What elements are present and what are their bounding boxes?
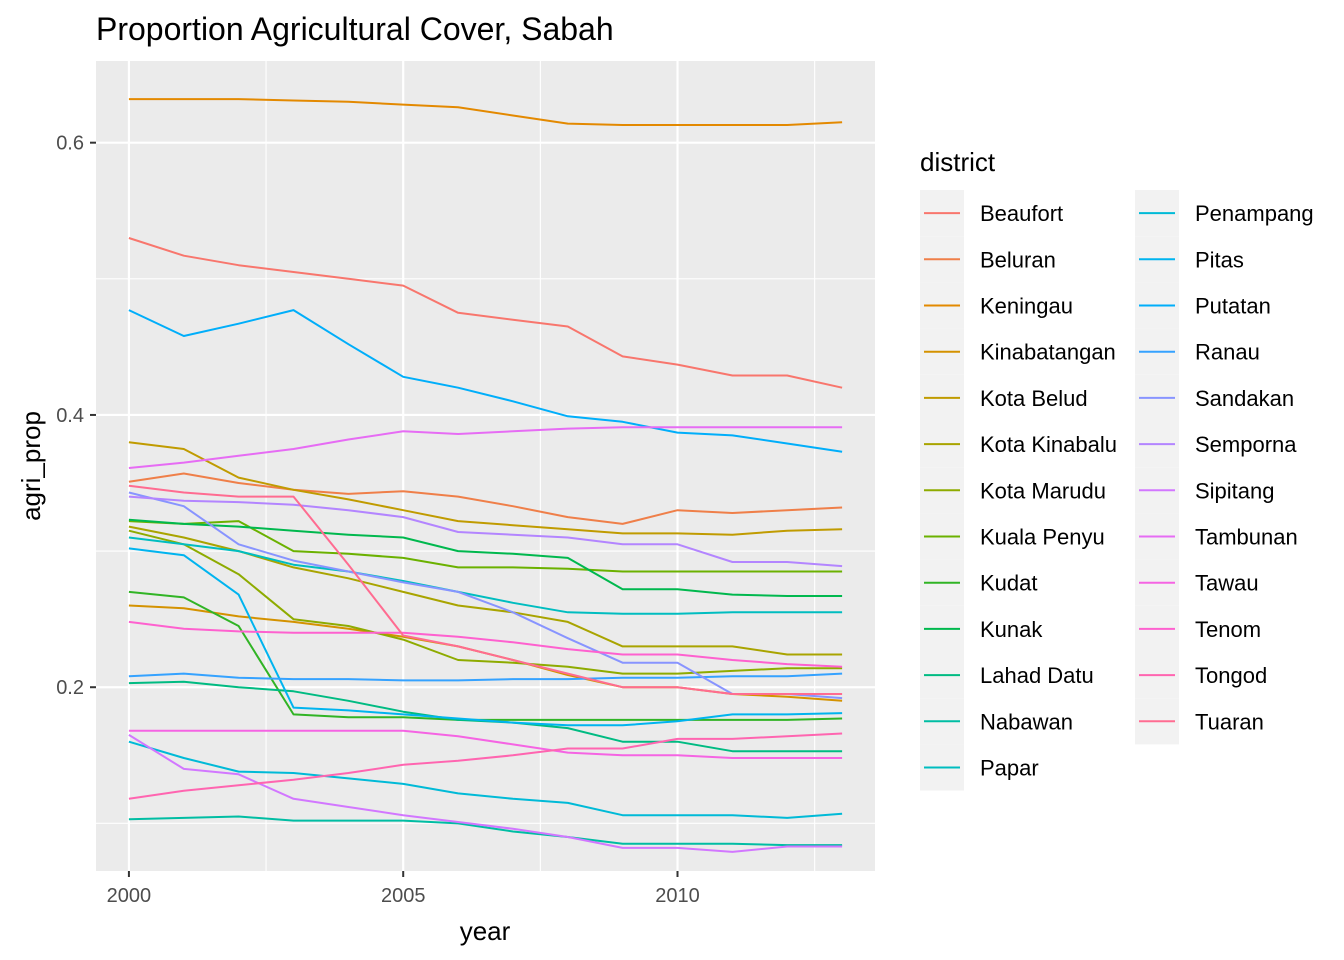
legend-label-8: Kudat xyxy=(980,571,1038,596)
series-line-9 xyxy=(128,518,843,597)
legend-label-4: Kota Belud xyxy=(980,386,1088,411)
x-tick-label-1: 2005 xyxy=(381,885,426,907)
legend-label-12: Papar xyxy=(980,756,1039,781)
series-line-0 xyxy=(128,237,843,389)
legend-label-23: Tongod xyxy=(1195,663,1267,688)
legend-label-13: Penampang xyxy=(1195,201,1314,226)
series-line-17 xyxy=(128,491,843,700)
legend-label-6: Kota Marudu xyxy=(980,478,1106,503)
x-tick-label-0: 2000 xyxy=(107,885,152,907)
legend-label-24: Tuaran xyxy=(1195,709,1264,734)
legend-label-3: Kinabatangan xyxy=(980,340,1116,365)
legend-label-18: Semporna xyxy=(1195,432,1297,457)
series-line-19 xyxy=(128,734,843,853)
series-lines xyxy=(128,98,843,853)
legend-label-22: Tenom xyxy=(1195,617,1261,642)
series-line-2 xyxy=(128,98,843,126)
series-line-6 xyxy=(128,529,843,675)
series-line-7 xyxy=(128,520,843,573)
y-tick-label-2: 0.6 xyxy=(56,133,84,155)
chart-title: Proportion Agricultural Cover, Sabah xyxy=(96,11,614,47)
legend-label-14: Pitas xyxy=(1195,247,1244,272)
series-line-15 xyxy=(128,309,843,453)
legend-items: Beaufort Beluran Keningau Kinabatangan Kota … xyxy=(920,190,1314,791)
series-line-21 xyxy=(128,729,843,759)
legend-label-16: Ranau xyxy=(1195,340,1260,365)
legend-label-19: Sipitang xyxy=(1195,478,1275,503)
series-line-24 xyxy=(128,484,843,695)
y-axis-title: agri_prop xyxy=(16,411,46,521)
legend-label-17: Sandakan xyxy=(1195,386,1294,411)
legend-label-7: Kuala Penyu xyxy=(980,525,1105,550)
y-tick-label-0: 0.2 xyxy=(56,677,84,699)
series-line-13 xyxy=(128,740,843,819)
x-axis: 2000 2005 2010 xyxy=(107,871,700,907)
series-line-18 xyxy=(128,495,843,568)
series-line-22 xyxy=(128,620,843,668)
series-line-4 xyxy=(128,441,843,536)
legend-label-21: Tawau xyxy=(1195,571,1259,596)
series-line-20 xyxy=(128,426,843,469)
y-axis: 0.2 0.4 0.6 xyxy=(56,133,96,699)
series-line-12 xyxy=(128,536,843,615)
legend-label-9: Kunak xyxy=(980,617,1043,642)
series-line-14 xyxy=(128,547,843,727)
plot-panel xyxy=(96,61,875,871)
legend-label-15: Putatan xyxy=(1195,294,1271,319)
legend-label-10: Lahad Datu xyxy=(980,663,1094,688)
series-line-16 xyxy=(128,672,843,682)
y-tick-label-1: 0.4 xyxy=(56,405,84,427)
x-axis-title: year xyxy=(460,916,511,946)
legend-label-20: Tambunan xyxy=(1195,525,1298,550)
legend-title: district xyxy=(920,147,996,177)
legend-label-1: Beluran xyxy=(980,247,1056,272)
legend: district Beaufort Beluran Keningau Kinabata… xyxy=(920,147,1314,791)
legend-label-11: Nabawan xyxy=(980,709,1073,734)
series-line-11 xyxy=(128,815,843,847)
legend-label-0: Beaufort xyxy=(980,201,1063,226)
legend-label-2: Keningau xyxy=(980,294,1073,319)
legend-label-5: Kota Kinabalu xyxy=(980,432,1117,457)
series-line-1 xyxy=(128,472,843,525)
series-line-23 xyxy=(128,732,843,800)
x-tick-label-2: 2010 xyxy=(655,885,700,907)
grid-minor xyxy=(96,61,875,871)
